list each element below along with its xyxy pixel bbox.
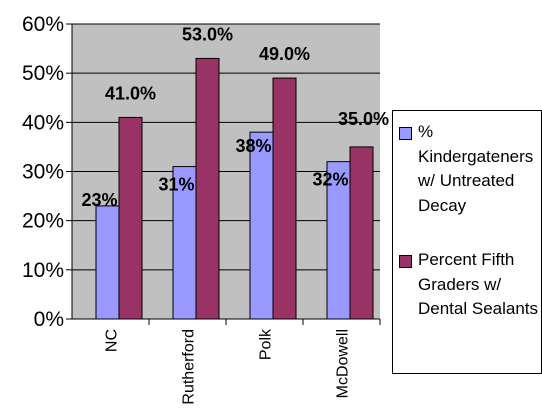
x-tick-label: Polk (258, 328, 275, 360)
legend-label-fifth-graders: Percent Fifth Graders w/ Dental Sealants (418, 250, 539, 318)
bar (95, 205, 120, 320)
legend-swatch-kindergarteners (399, 127, 412, 140)
x-tick-label: McDowell (335, 329, 352, 398)
data-label: 32% (312, 170, 348, 190)
data-label: 38% (235, 136, 271, 156)
y-tick-label: 60% (22, 13, 64, 36)
bar (249, 131, 274, 320)
data-label: 35.0% (338, 109, 389, 129)
x-tick-label: Rutherford (181, 329, 198, 405)
data-label: 41.0% (105, 83, 156, 103)
y-tick-label: 50% (22, 62, 64, 85)
bar (118, 116, 143, 320)
x-tick-label: NC (104, 329, 121, 352)
legend-item-fifth-graders: Percent Fifth Graders w/ Dental Sealants (399, 248, 542, 322)
x-axis: NC Rutherford Polk McDowell (104, 319, 381, 405)
y-tick-label: 10% (22, 259, 64, 282)
y-tick-label: 20% (22, 210, 64, 233)
legend: % Kindergateners w/ Untreated Decay Perc… (392, 110, 542, 374)
legend-item-kindergarteners: % Kindergateners w/ Untreated Decay (399, 120, 542, 218)
data-label: 23% (81, 190, 117, 210)
bars (95, 57, 374, 320)
y-tick-label: 30% (22, 161, 64, 184)
y-tick-label: 0% (34, 308, 64, 331)
data-label: 53.0% (182, 24, 233, 44)
bar (195, 57, 220, 320)
legend-swatch-fifth-graders (399, 255, 412, 268)
data-label: 31% (158, 175, 194, 195)
bar (349, 146, 374, 320)
data-label: 49.0% (259, 44, 310, 64)
data-labels: 23% 41.0% 31% 53.0% 38% 49.0% 32% 35.0% (81, 24, 389, 210)
bar (272, 77, 297, 320)
legend-label-kindergarteners: % Kindergateners w/ Untreated Decay (418, 122, 534, 215)
y-axis: 0% 10% 20% 30% 40% 50% 60% (22, 13, 72, 331)
y-tick-label: 40% (22, 111, 64, 134)
